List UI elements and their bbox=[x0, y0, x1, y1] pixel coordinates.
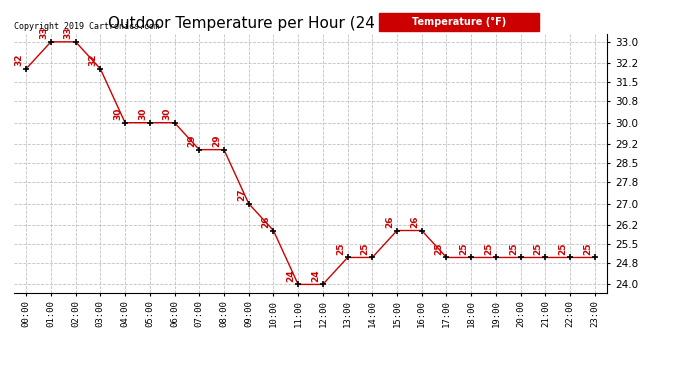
Text: 30: 30 bbox=[113, 108, 122, 120]
Text: 25: 25 bbox=[558, 242, 567, 255]
Title: Outdoor Temperature per Hour (24 Hours) 20190116: Outdoor Temperature per Hour (24 Hours) … bbox=[108, 16, 513, 31]
Text: 29: 29 bbox=[213, 134, 221, 147]
Text: 25: 25 bbox=[484, 242, 493, 255]
Text: 33: 33 bbox=[64, 27, 73, 39]
Text: 24: 24 bbox=[286, 269, 295, 282]
Text: 25: 25 bbox=[533, 242, 542, 255]
FancyBboxPatch shape bbox=[379, 13, 539, 31]
Text: 25: 25 bbox=[460, 242, 469, 255]
Text: 33: 33 bbox=[39, 27, 48, 39]
Text: 25: 25 bbox=[361, 242, 370, 255]
Text: 26: 26 bbox=[385, 215, 394, 228]
Text: 32: 32 bbox=[88, 54, 97, 66]
Text: 26: 26 bbox=[262, 215, 270, 228]
Text: 32: 32 bbox=[14, 54, 23, 66]
Text: 25: 25 bbox=[509, 242, 518, 255]
Text: 27: 27 bbox=[237, 188, 246, 201]
Text: 25: 25 bbox=[583, 242, 592, 255]
Text: 29: 29 bbox=[188, 134, 197, 147]
Text: 24: 24 bbox=[311, 269, 320, 282]
Text: 25: 25 bbox=[336, 242, 345, 255]
Text: Temperature (°F): Temperature (°F) bbox=[412, 17, 506, 27]
Text: 25: 25 bbox=[435, 242, 444, 255]
Text: 30: 30 bbox=[163, 108, 172, 120]
Text: Copyright 2019 Cartronics.com: Copyright 2019 Cartronics.com bbox=[14, 22, 159, 31]
Text: 26: 26 bbox=[410, 215, 419, 228]
Text: 30: 30 bbox=[138, 108, 147, 120]
